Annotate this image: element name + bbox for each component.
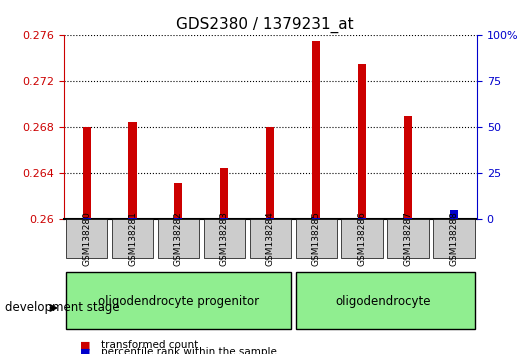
Bar xyxy=(83,127,91,219)
Text: percentile rank within the sample: percentile rank within the sample xyxy=(101,347,277,354)
Bar xyxy=(450,214,458,219)
Bar xyxy=(174,183,182,219)
Text: GSM138281: GSM138281 xyxy=(128,211,137,267)
Text: GSM138286: GSM138286 xyxy=(358,211,367,267)
FancyBboxPatch shape xyxy=(158,219,199,258)
Text: transformed count: transformed count xyxy=(101,340,198,350)
Bar xyxy=(358,64,366,219)
FancyBboxPatch shape xyxy=(112,219,153,258)
Bar xyxy=(266,127,275,219)
FancyBboxPatch shape xyxy=(296,272,475,329)
Text: GSM138285: GSM138285 xyxy=(312,211,321,267)
Text: GSM138288: GSM138288 xyxy=(449,211,458,267)
Text: development stage: development stage xyxy=(5,302,120,314)
Text: ■: ■ xyxy=(80,347,90,354)
FancyBboxPatch shape xyxy=(434,219,475,258)
FancyBboxPatch shape xyxy=(341,219,383,258)
Text: GSM138282: GSM138282 xyxy=(174,212,183,266)
Text: oligodendrocyte progenitor: oligodendrocyte progenitor xyxy=(98,295,259,308)
Bar xyxy=(312,41,320,219)
Bar xyxy=(450,210,458,219)
FancyBboxPatch shape xyxy=(66,219,107,258)
Bar xyxy=(266,218,275,219)
FancyBboxPatch shape xyxy=(250,219,291,258)
Text: GSM138283: GSM138283 xyxy=(220,211,229,267)
Text: GSM138280: GSM138280 xyxy=(82,211,91,267)
FancyBboxPatch shape xyxy=(296,219,337,258)
Bar xyxy=(83,218,91,219)
Bar xyxy=(128,122,137,219)
FancyBboxPatch shape xyxy=(387,219,429,258)
Text: GSM138284: GSM138284 xyxy=(266,212,275,266)
Bar xyxy=(404,116,412,219)
Text: oligodendrocyte: oligodendrocyte xyxy=(335,295,430,308)
Bar xyxy=(220,218,228,219)
Text: GSM138287: GSM138287 xyxy=(404,211,412,267)
Bar xyxy=(312,218,320,219)
Bar xyxy=(128,218,137,219)
FancyBboxPatch shape xyxy=(66,272,291,329)
Text: ■: ■ xyxy=(80,340,90,350)
Text: GDS2380 / 1379231_at: GDS2380 / 1379231_at xyxy=(176,17,354,33)
Bar xyxy=(404,218,412,219)
Bar xyxy=(174,218,182,219)
Bar xyxy=(358,218,366,219)
Bar xyxy=(220,168,228,219)
FancyBboxPatch shape xyxy=(204,219,245,258)
